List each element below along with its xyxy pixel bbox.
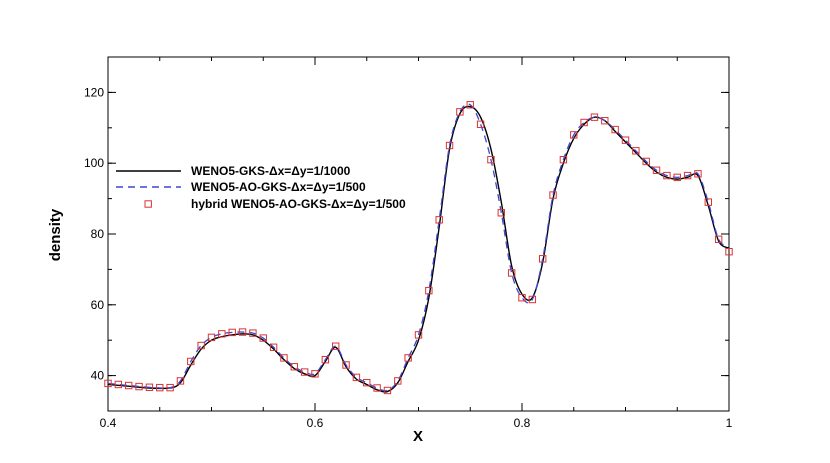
series-2-point <box>259 334 267 342</box>
series-2-point <box>332 342 340 350</box>
series-2-point <box>642 157 650 166</box>
y-tick-label: 120 <box>84 85 104 99</box>
series-2-point <box>145 383 154 391</box>
series-2-point <box>383 386 392 395</box>
series-2-point <box>507 269 516 277</box>
x-tick-label: 0.4 <box>100 416 117 430</box>
series-2-point <box>280 354 288 362</box>
series-2-point <box>197 341 205 350</box>
series-2-point <box>549 191 557 199</box>
series-2-point <box>466 101 474 109</box>
x-tick-label: 0.6 <box>307 416 324 430</box>
series-2-point <box>187 357 195 366</box>
series-2-point <box>611 125 619 134</box>
series-2-point <box>321 355 330 364</box>
legend: WENO5-GKS-Δx=Δy=1/1000 WENO5-AO-GKS-Δx=Δy… <box>116 164 406 211</box>
series-2-point <box>487 155 495 164</box>
series-2-point <box>176 377 185 385</box>
series-2-point <box>414 331 423 339</box>
series-2-point <box>228 328 236 337</box>
y-axis-title: density <box>47 208 64 261</box>
axes: 0.4 0.6 0.8 1 40 60 80 100 120 <box>84 56 733 430</box>
series-2-point <box>714 235 723 244</box>
series-2-point <box>311 370 319 378</box>
series-2-point <box>539 255 547 263</box>
series-2-point <box>373 384 381 392</box>
series-2-point <box>683 171 692 180</box>
series-2-point <box>663 171 671 180</box>
series-2-point <box>497 209 506 217</box>
plot-frame <box>107 56 730 412</box>
series-2-point <box>694 170 702 178</box>
series-2-point <box>570 131 578 139</box>
series-2-point <box>456 108 464 116</box>
series-2-point <box>445 141 454 150</box>
series-2-point <box>269 343 278 351</box>
y-tick-label: 40 <box>91 369 105 383</box>
series-2-point <box>404 354 412 362</box>
series-2-point <box>125 381 133 390</box>
series-2-point <box>342 361 350 369</box>
series-2-point <box>218 330 226 338</box>
series-0-line <box>107 105 730 393</box>
series-2-point <box>528 295 537 304</box>
series-2-point <box>580 118 588 127</box>
legend-label-2: hybrid WENO5-AO-GKS-Δx=Δy=1/500 <box>191 197 406 211</box>
series-2-point <box>590 113 599 121</box>
series-2-point <box>652 166 661 174</box>
y-tick-label: 100 <box>84 156 104 170</box>
series-2-point <box>559 155 568 164</box>
series-2-point <box>156 383 164 392</box>
series-2-point <box>290 363 299 371</box>
series-2-point <box>673 173 681 182</box>
y-tick-label: 80 <box>91 227 105 241</box>
y-tick-label: 60 <box>91 298 105 312</box>
series-2-point <box>135 382 143 391</box>
series-2-point <box>601 117 609 125</box>
series-layer <box>104 101 733 395</box>
series-2-point <box>249 329 257 337</box>
x-tick-label: 0.8 <box>514 416 531 430</box>
series-2-point <box>363 378 371 387</box>
series-2-point <box>166 383 174 392</box>
legend-label-1: WENO5-AO-GKS-Δx=Δy=1/500 <box>191 180 366 194</box>
series-2-point <box>104 379 112 388</box>
series-2-point <box>238 328 247 336</box>
series-2-point <box>425 286 433 295</box>
series-2-point <box>518 294 526 302</box>
series-2-point <box>114 380 123 389</box>
series-2-point <box>352 373 361 382</box>
series-2-point <box>621 136 630 144</box>
series-1-line <box>107 103 730 392</box>
series-2-point <box>704 198 712 206</box>
series-2-point <box>476 120 485 128</box>
series-2-point <box>300 368 309 376</box>
series-2-point <box>394 377 402 385</box>
legend-label-0: WENO5-GKS-Δx=Δy=1/1000 <box>191 164 351 178</box>
series-2-point <box>435 216 443 224</box>
legend-marker-2 <box>144 200 152 208</box>
series-2-point <box>207 333 216 342</box>
x-tick-label: 1 <box>726 416 733 430</box>
series-2-point <box>632 147 640 155</box>
series-2-point <box>725 248 733 256</box>
x-axis-title: X <box>413 428 423 445</box>
